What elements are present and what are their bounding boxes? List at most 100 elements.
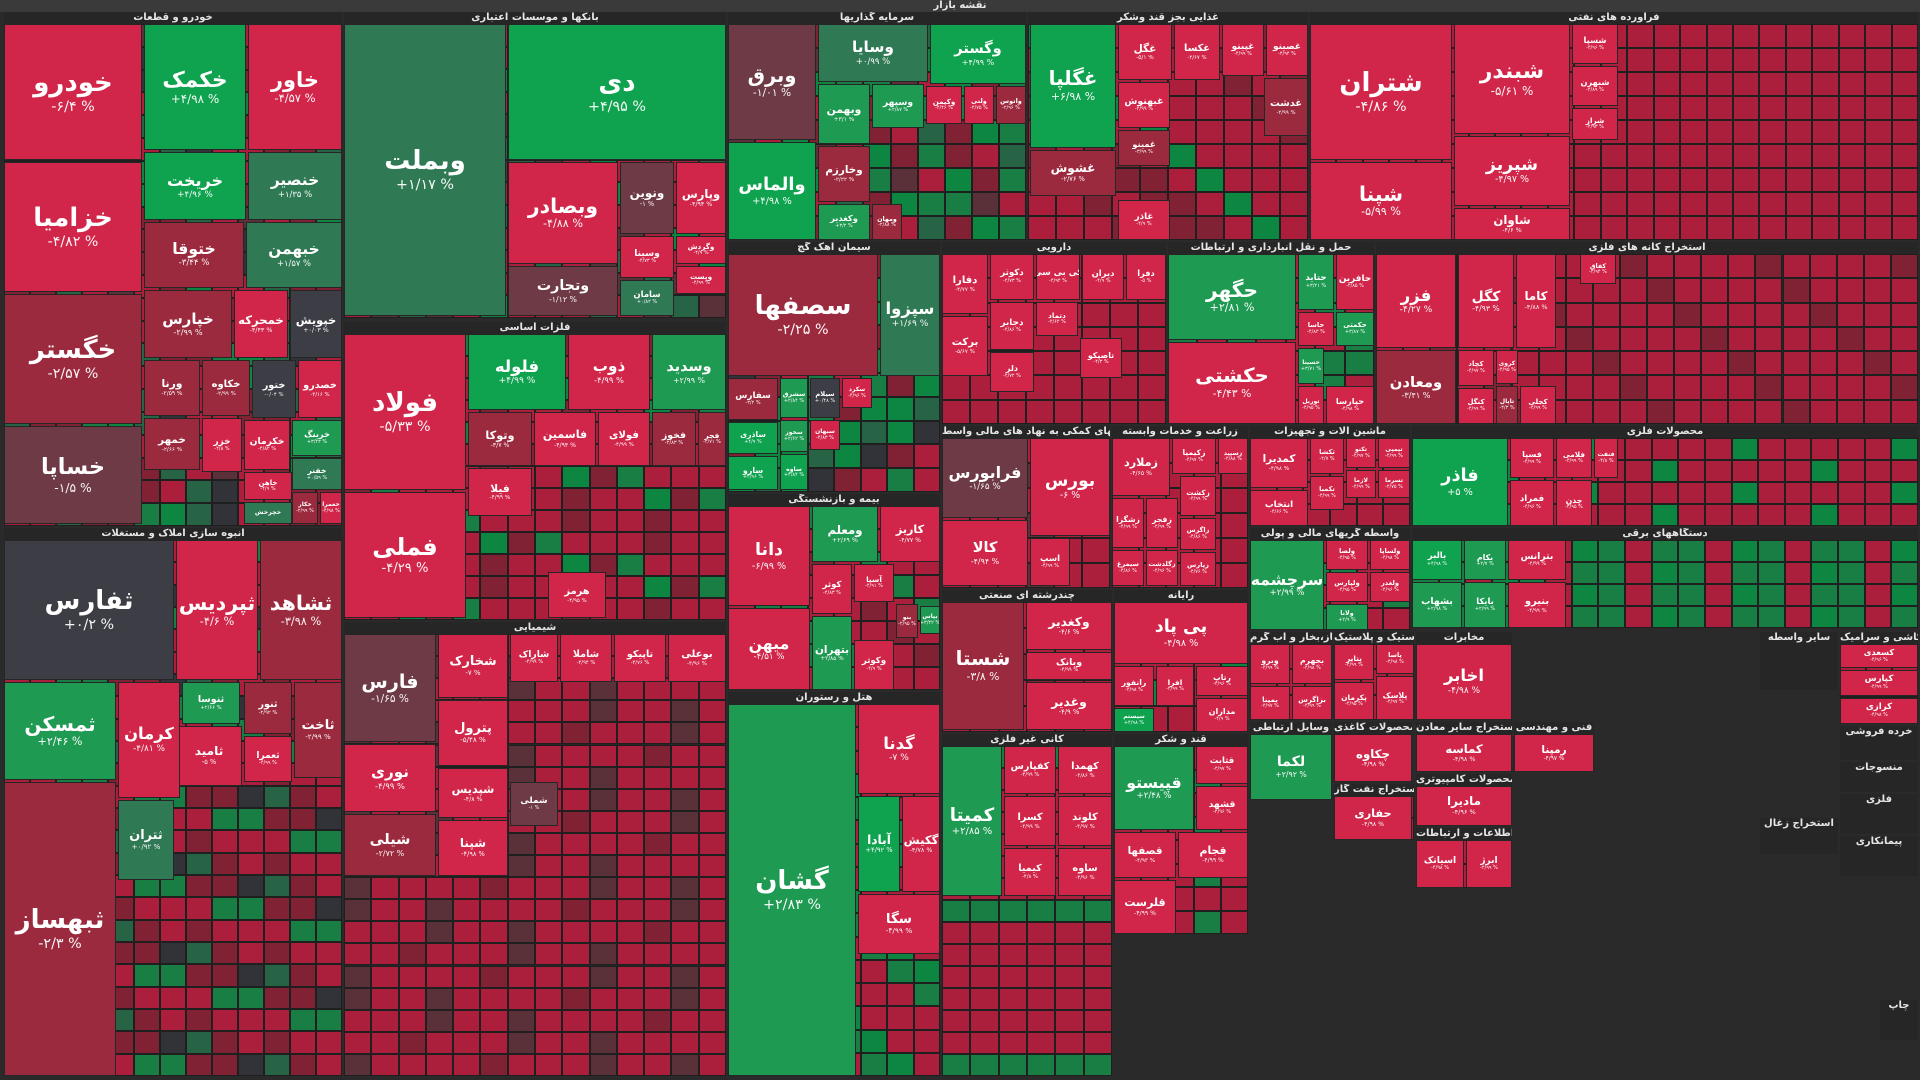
stock-tile[interactable]: خودرو -۶/۴ % [4, 24, 142, 160]
stock-tile[interactable]: چدن -۴/۹۵ % [1556, 480, 1592, 526]
stock-tile[interactable]: خمحرکه -۴/۴۳ % [234, 290, 288, 358]
stock-tile[interactable]: کهمدا -۴/۸۶ % [1058, 746, 1112, 794]
stock-tile[interactable]: ولانا +۲/۹ % [1326, 604, 1368, 630]
stock-tile[interactable]: غبهنوش -۴/۹۹ % [1118, 82, 1170, 128]
stock-tile[interactable]: خبهمن +۱/۵۷ % [246, 222, 342, 288]
stock-tile[interactable]: وسپهر +۲/۸۷ % [872, 84, 924, 128]
stock-tile[interactable]: ثتران +۰/۹۲ % [118, 800, 174, 880]
stock-tile[interactable]: بایکا +۲/۹۹ % [1464, 582, 1506, 628]
stock-tile[interactable]: تکشا -۴/۷ % [1310, 438, 1344, 474]
stock-tile[interactable]: سیستم +۴/۹۸ % [1114, 708, 1154, 732]
stock-tile[interactable]: وسدید +۲/۹۹ % [652, 334, 726, 410]
stock-tile[interactable]: غشوش -۲/۷۶ % [1030, 150, 1116, 196]
stock-tile[interactable]: وکوثر -۴/۹ % [854, 640, 894, 690]
stock-tile[interactable]: حگهر +۲/۸۱ % [1168, 254, 1296, 340]
stock-tile[interactable]: بمپنا -۴/۹۷ % [1250, 686, 1290, 720]
stock-tile[interactable]: اسپ -۴/۹۹ % [1030, 538, 1070, 586]
stock-tile[interactable]: ونوین -۱ % [620, 162, 674, 234]
stock-tile[interactable]: ثشاهد -۳/۹۸ % [260, 540, 342, 680]
stock-tile[interactable]: والماس +۴/۹۸ % [728, 142, 816, 240]
stock-tile[interactable]: لکما +۲/۹۲ % [1250, 734, 1332, 800]
stock-tile[interactable]: بترانس -۴/۹۹ % [1508, 540, 1566, 580]
stock-tile[interactable]: خکار -۲/۹۹ % [292, 492, 318, 524]
stock-tile[interactable]: رمپنا -۴/۹۷ % [1514, 734, 1594, 772]
stock-tile[interactable]: خکرمان -۴/۸۲ % [244, 420, 290, 470]
stock-tile[interactable]: وسینا -۴/۷۳ % [620, 236, 674, 278]
stock-tile[interactable]: شراز -۴/۹۳ % [1572, 108, 1618, 140]
stock-tile[interactable]: حکمتی +۳/۸۷ % [1336, 312, 1374, 346]
stock-tile[interactable]: تاپیکو -۴/۷۶ % [614, 634, 666, 682]
stock-tile[interactable]: کماسه -۴/۹۸ % [1416, 734, 1512, 772]
stock-tile[interactable]: ولتی -۴/۷۵ % [964, 86, 994, 124]
stock-tile[interactable]: ولپارس -۴/۹۵ % [1326, 572, 1368, 602]
stock-tile[interactable]: وگستر +۴/۹۹ % [930, 24, 1026, 84]
stock-tile[interactable]: زپارس -۴/۷۶ % [1180, 552, 1216, 586]
stock-tile[interactable]: خچرخش [244, 502, 292, 524]
stock-tile[interactable]: کنگل -۴/۹۹ % [1458, 388, 1494, 424]
stock-tile[interactable]: بکام +۲/۷ % [1464, 540, 1506, 580]
stock-tile[interactable]: زفجر -۴/۹۹ % [1146, 498, 1178, 548]
stock-tile[interactable]: فیلا -۴/۹۹ % [468, 468, 532, 516]
stock-tile[interactable]: خفنر +۰/۵۹ % [292, 458, 342, 490]
stock-tile[interactable]: شسپا -۴/۹۶ % [1572, 24, 1618, 64]
stock-tile[interactable]: گشان +۲/۸۳ % [728, 704, 856, 1076]
stock-tile[interactable]: فخوز -۲/۸۳ % [652, 412, 696, 466]
stock-tile[interactable]: کروی -۴/۹۵ % [1496, 350, 1518, 384]
stock-tile[interactable]: شبندر -۵/۶۱ % [1454, 24, 1570, 134]
stock-tile[interactable]: وگردش -۴/۹ % [676, 236, 726, 264]
stock-tile[interactable]: خعمرا -۴/۹۸ % [320, 492, 342, 524]
stock-tile[interactable]: سخوز +۲/۶۲ % [780, 420, 808, 452]
stock-tile[interactable]: خاهن -۴/۹ % [244, 472, 292, 500]
stock-tile[interactable]: وکغدیر -۴/۶ % [1026, 602, 1112, 650]
stock-tile[interactable]: کمیتا +۲/۸۵ % [942, 746, 1002, 896]
stock-tile[interactable]: شخارک -۷ % [438, 634, 508, 698]
stock-tile[interactable]: وبملت +۱/۱۷ % [344, 24, 506, 316]
stock-tile[interactable]: ورنا -۲/۵۹ % [144, 360, 200, 416]
stock-tile[interactable]: لازما -۴/۹۹ % [1346, 470, 1376, 498]
stock-tile[interactable]: وپست -۴/۹۹ % [676, 266, 726, 294]
stock-tile[interactable]: گکیش -۴/۷۸ % [902, 796, 940, 892]
stock-tile[interactable]: غاذر -۴/۹ % [1118, 200, 1170, 240]
stock-tile[interactable]: زشگزا -۴/۹۹ % [1112, 498, 1144, 548]
stock-tile[interactable]: سپزوا +۱/۶۹ % [880, 254, 940, 376]
stock-tile[interactable]: شپنا -۵/۹۹ % [1310, 162, 1452, 240]
stock-tile[interactable]: خمهر -۲/۶۶ % [144, 418, 200, 470]
stock-tile[interactable]: پلاسک -۴/۹۷ % [1376, 676, 1414, 720]
stock-tile[interactable]: سبهان -۴/۸۳ % [810, 420, 840, 450]
stock-tile[interactable]: افرا -۴/۹۹ % [1156, 666, 1194, 706]
stock-tile[interactable]: دفارا -۴/۷۷ % [942, 254, 988, 314]
stock-tile[interactable]: کمدیرا -۴/۹۸ % [1250, 438, 1308, 488]
stock-tile[interactable]: مداران -۴/۹ % [1196, 698, 1248, 732]
stock-tile[interactable]: شپریز -۴/۹۷ % [1454, 136, 1570, 206]
stock-tile[interactable]: فارس -۱/۶۵ % [344, 634, 436, 742]
stock-tile[interactable]: قجام -۴/۹۹ % [1178, 832, 1248, 878]
stock-tile[interactable]: تسرما -۴/۷۵ % [1378, 470, 1410, 498]
stock-tile[interactable]: کوثر -۴/۸۳ % [812, 564, 852, 614]
stock-tile[interactable]: شتران -۴/۸۶ % [1310, 24, 1452, 160]
stock-tile[interactable]: سرچشمه +۲/۹۹ % [1250, 540, 1324, 630]
stock-tile[interactable]: سگا -۴/۹۹ % [858, 894, 940, 954]
stock-tile[interactable]: شملی -۱ % [510, 782, 558, 826]
stock-tile[interactable]: کسعدی -۴/۹۶ % [1840, 644, 1918, 668]
stock-tile[interactable]: تاصیکو -۴/۳ % [1080, 338, 1122, 378]
stock-tile[interactable]: ثامید -۵ % [176, 726, 242, 786]
stock-tile[interactable]: شاراک -۴/۹۹ % [510, 634, 558, 682]
stock-tile[interactable]: شاوان -۴/۶ % [1454, 208, 1570, 240]
stock-tile[interactable]: آسیا -۴/۹۱ % [854, 564, 894, 602]
stock-tile[interactable]: ولساپا -۴/۹۸ % [1370, 540, 1410, 570]
stock-tile[interactable]: وبرو -۴/۹۹ % [1250, 644, 1290, 684]
stock-tile[interactable]: سصفها -۲/۲۵ % [728, 254, 878, 376]
stock-tile[interactable]: بورس -۶ % [1030, 438, 1110, 536]
stock-tile[interactable]: دتماد -۴/۶۴ % [1036, 302, 1078, 336]
stock-tile[interactable]: شپنا -۴/۹۸ % [438, 820, 508, 876]
stock-tile[interactable]: کلوند -۴/۹۷ % [1058, 796, 1112, 846]
stock-tile[interactable]: قلرست -۴/۹۹ % [1114, 880, 1176, 934]
stock-tile[interactable]: فلوله +۴/۹۹ % [468, 334, 566, 410]
stock-tile[interactable]: سفارس -۳/۲ % [728, 378, 778, 420]
stock-tile[interactable]: گدنا -۷ % [858, 704, 940, 794]
stock-tile[interactable]: فرابورس -۱/۶۵ % [942, 438, 1028, 518]
stock-tile[interactable]: شپدیس -۴/۸ % [438, 768, 508, 818]
stock-tile[interactable]: شاملا -۴/۹۴ % [560, 634, 612, 682]
stock-tile[interactable]: ثنور -۲/۹۲ % [244, 682, 292, 734]
stock-tile[interactable]: سارو +۴/۹۶ % [728, 456, 778, 490]
